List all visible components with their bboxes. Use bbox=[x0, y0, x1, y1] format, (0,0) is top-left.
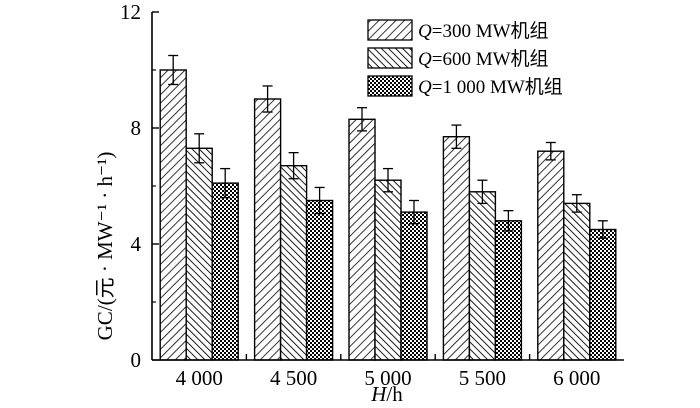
error-bar-s1-c4 bbox=[451, 124, 462, 149]
error-bar-s3-c4 bbox=[503, 209, 514, 232]
bars-layer bbox=[159, 54, 617, 361]
error-bar-s3-c1 bbox=[220, 167, 231, 199]
bar-s1-c2 bbox=[253, 98, 282, 361]
error-bar-s2-c1 bbox=[194, 133, 205, 164]
y-tick-label: 8 bbox=[131, 116, 142, 140]
legend-swatch-3 bbox=[367, 75, 413, 97]
legend-label-1: Q=300 MW机组 bbox=[418, 20, 549, 42]
bar-s2-c4 bbox=[468, 191, 497, 361]
x-tick-label: 4 000 bbox=[176, 366, 223, 390]
error-bar-s3-c5 bbox=[597, 220, 608, 239]
y-axis-title: GC/(元 · MW⁻¹ · h⁻¹) bbox=[93, 152, 117, 341]
legend-label-var: Q bbox=[418, 77, 432, 98]
bar-s3-c3 bbox=[400, 211, 428, 361]
axes-layer: 4 000 4 500 5 000 5 500 6 000 0 4 8 12 bbox=[120, 0, 624, 390]
legend-swatch-1 bbox=[367, 19, 413, 41]
bar-s1-c3 bbox=[348, 118, 376, 361]
bar-s1-c5 bbox=[537, 150, 565, 361]
bar-s1-c4 bbox=[442, 135, 471, 361]
legend-label-2: Q=600 MW机组 bbox=[418, 48, 549, 70]
error-bar-s2-c4 bbox=[477, 179, 488, 205]
error-bar-s3-c3 bbox=[409, 199, 419, 225]
error-bar-s2-c2 bbox=[288, 151, 299, 180]
x-axis-title-var: H bbox=[370, 382, 388, 406]
error-bar-s1-c1 bbox=[168, 54, 179, 86]
legend-swatch-2 bbox=[367, 47, 413, 69]
x-axis-title: H/h bbox=[370, 382, 403, 406]
legend-label-rest: =1 000 MW机组 bbox=[432, 76, 563, 98]
bar-s3-c4 bbox=[494, 220, 523, 361]
x-tick-label: 6 000 bbox=[553, 366, 600, 390]
bar-s3-c5 bbox=[589, 228, 617, 361]
x-tick-label: 5 000 bbox=[364, 366, 411, 390]
y-tick-label: 12 bbox=[120, 0, 141, 24]
error-bar-s2-c3 bbox=[383, 167, 393, 193]
x-tick-label: 4 500 bbox=[270, 366, 317, 390]
error-bar-s1-c3 bbox=[357, 107, 367, 132]
x-tick-label: 5 500 bbox=[459, 366, 506, 390]
error-bar-s1-c5 bbox=[545, 141, 556, 161]
error-bar-s2-c5 bbox=[571, 194, 582, 213]
bar-s2-c5 bbox=[563, 202, 591, 361]
x-axis-title-rest: /h bbox=[386, 382, 403, 406]
error-bar-s3-c2 bbox=[314, 186, 325, 215]
y-tick-label: 4 bbox=[131, 232, 142, 256]
bar-s2-c2 bbox=[279, 164, 308, 361]
legend-label-rest: =600 MW机组 bbox=[432, 48, 549, 70]
legend-label-var: Q bbox=[418, 21, 432, 42]
error-bar-s1-c2 bbox=[262, 85, 273, 113]
bar-s3-c1 bbox=[211, 182, 239, 361]
bar-s1-c1 bbox=[159, 69, 187, 361]
bar-s3-c2 bbox=[305, 199, 334, 361]
y-tick-label: 0 bbox=[131, 348, 142, 372]
legend-label-3: Q=1 000 MW机组 bbox=[418, 76, 563, 98]
bar-s2-c1 bbox=[185, 147, 213, 361]
legend-label-rest: =300 MW机组 bbox=[432, 20, 549, 42]
bar-s2-c3 bbox=[374, 179, 402, 361]
legend-label-var: Q bbox=[418, 49, 432, 70]
